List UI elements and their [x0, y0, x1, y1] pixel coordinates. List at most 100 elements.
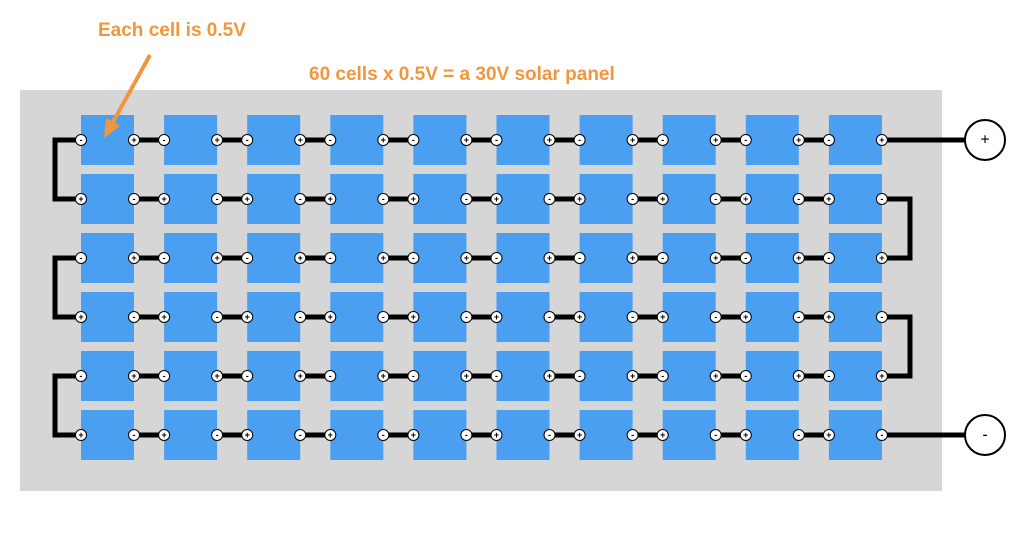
- solar-cell: [164, 351, 218, 401]
- cell-terminal: [822, 429, 835, 441]
- cell-sign: -: [661, 371, 664, 381]
- cell-sign: +: [743, 194, 748, 204]
- cell-sign: +: [131, 135, 136, 145]
- cell-sign: +: [78, 312, 83, 322]
- cell-terminal: [407, 252, 420, 264]
- cell-sign: +: [214, 253, 219, 263]
- cell-terminal: [490, 429, 503, 441]
- cell-terminal: [822, 370, 835, 382]
- cell-sign: +: [879, 371, 884, 381]
- cell-terminal: [822, 252, 835, 264]
- cell-terminal: [158, 193, 171, 205]
- cell-terminal: [875, 252, 888, 264]
- solar-cell: [745, 174, 799, 224]
- cell-sign: -: [631, 194, 634, 204]
- cell-terminal: [128, 311, 140, 323]
- cell-sign: -: [578, 135, 581, 145]
- negative-terminal: [964, 414, 1006, 456]
- cell-terminal: [324, 134, 337, 146]
- cell-terminal: [294, 134, 307, 146]
- cell-terminal: [377, 370, 390, 382]
- solar-cell: [247, 351, 301, 401]
- cell-sign: -: [744, 253, 747, 263]
- cell-terminal: [407, 193, 420, 205]
- cell-terminal: [460, 429, 473, 441]
- cell-sign: -: [299, 430, 302, 440]
- solar-cell: [247, 115, 301, 165]
- cell-sign: +: [131, 371, 136, 381]
- solar-cell: [247, 174, 301, 224]
- cell-sign: -: [246, 371, 249, 381]
- cells: - + - + - + - + - + - + - + - + - + - + + - + - + - + - + - + - + - + - + - + -…: [75, 115, 888, 460]
- cell-terminal: [377, 134, 390, 146]
- cell-terminal: [377, 193, 390, 205]
- cell-terminal: [128, 429, 140, 441]
- cell-sign: +: [743, 312, 748, 322]
- cell-sign: -: [827, 135, 830, 145]
- solar-cell: [81, 233, 134, 283]
- cell-terminal: [875, 311, 888, 323]
- cell-sign: +: [577, 194, 582, 204]
- cell-sign: -: [714, 430, 717, 440]
- cell-terminal: [75, 429, 87, 441]
- arrow-head: [104, 118, 120, 138]
- solar-cell: [413, 410, 467, 460]
- cell-terminal: [739, 252, 752, 264]
- annotation: Each cell is 0.5V: [98, 20, 246, 41]
- cell-sign: -: [744, 371, 747, 381]
- cell-sign: -: [382, 194, 385, 204]
- cell-terminal: [543, 370, 556, 382]
- cell-sign: +: [796, 371, 801, 381]
- cell-terminal: [377, 252, 390, 264]
- solar-cell: [164, 115, 218, 165]
- cell-sign: +: [381, 253, 386, 263]
- cell-terminal: [407, 134, 420, 146]
- cell-terminal: [158, 134, 171, 146]
- cell-sign: -: [329, 371, 332, 381]
- cell-sign: -: [133, 194, 136, 204]
- cell-sign: -: [163, 135, 166, 145]
- solar-cell: [662, 351, 716, 401]
- solar-cell: [828, 174, 882, 224]
- solar-cell: [828, 115, 882, 165]
- cell-terminal: [241, 370, 254, 382]
- wire: [881, 196, 913, 261]
- cell-sign: +: [796, 135, 801, 145]
- arrow: [110, 54, 152, 125]
- cell-terminal: [324, 193, 337, 205]
- cell-sign: -: [827, 253, 830, 263]
- cell-sign: -: [329, 135, 332, 145]
- cell-sign: +: [547, 371, 552, 381]
- cell-sign: -: [133, 430, 136, 440]
- solar-cell: [662, 233, 716, 283]
- solar-cell: [164, 410, 218, 460]
- cell-sign: -: [631, 312, 634, 322]
- wire: [52, 137, 81, 202]
- solar-cell: [579, 410, 633, 460]
- cell-sign: +: [743, 430, 748, 440]
- cell-terminal: [709, 252, 722, 264]
- cell-sign: +: [381, 371, 386, 381]
- cell-terminal: [709, 134, 722, 146]
- cell-sign: +: [796, 253, 801, 263]
- cell-sign: +: [131, 253, 136, 263]
- cell-sign: -: [797, 312, 800, 322]
- cell-sign: +: [826, 194, 831, 204]
- solar-cell: [828, 351, 882, 401]
- cell-terminal: [656, 429, 669, 441]
- solar-cell: [745, 292, 799, 342]
- cell-terminal: [709, 311, 722, 323]
- solar-cell: [247, 292, 301, 342]
- cell-terminal: [739, 429, 752, 441]
- cell-terminal: [626, 134, 639, 146]
- cell-terminal: [407, 429, 420, 441]
- cell-terminal: [460, 370, 473, 382]
- cell-sign: +: [494, 312, 499, 322]
- cell-terminal: [241, 429, 254, 441]
- cell-sign: +: [298, 135, 303, 145]
- solar-cell: [496, 410, 550, 460]
- cell-terminal: [656, 311, 669, 323]
- solar-cell: [579, 174, 633, 224]
- cell-terminal: [158, 370, 171, 382]
